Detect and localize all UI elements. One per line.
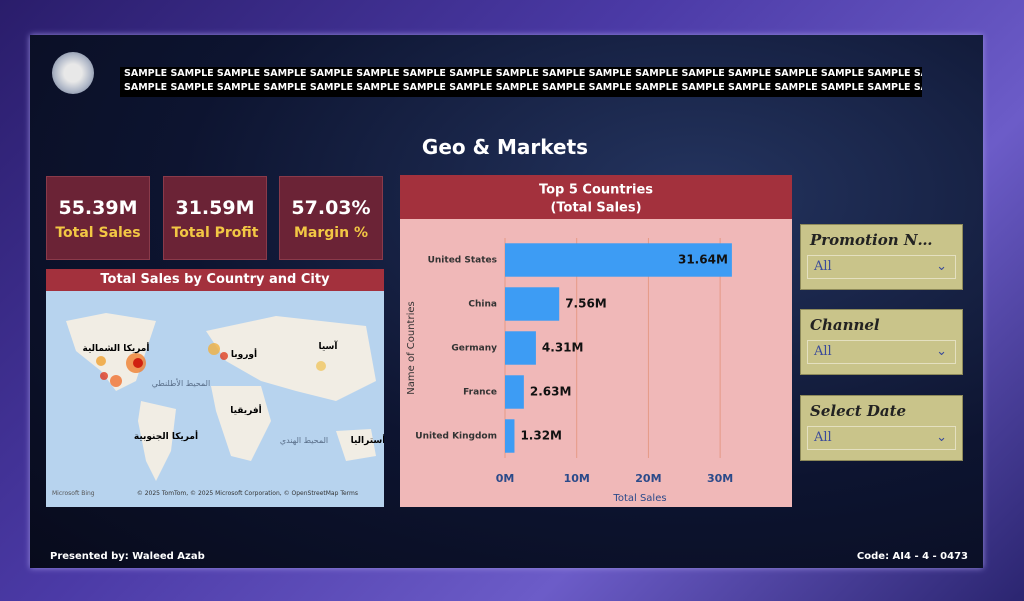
slicer-value: All [814, 344, 832, 359]
logo [52, 52, 94, 94]
kpi-value: 57.03% [291, 197, 371, 219]
chart-title: Top 5 Countries [539, 183, 653, 198]
land [206, 316, 376, 401]
map[interactable]: أمريكا الشمالية أوروبا آسيا المحيط الأطل… [46, 291, 384, 507]
map-place: أمريكا الجنوبية [134, 430, 198, 442]
map-attribution: © 2025 TomTom, © 2025 Microsoft Corporat… [137, 490, 358, 497]
banner-line: SAMPLE SAMPLE SAMPLE SAMPLE SAMPLE SAMPL… [124, 82, 922, 93]
x-tick-label: 20M [635, 472, 661, 485]
y-tick-label: United States [428, 256, 497, 266]
chart-header [400, 175, 792, 219]
banner: SAMPLE SAMPLE SAMPLE SAMPLE SAMPLE SAMPL… [120, 67, 922, 97]
y-tick-label: United Kingdom [415, 432, 497, 442]
chart-background [400, 175, 792, 507]
map-place: آسيا [319, 340, 339, 352]
slicer[interactable]: Select Date All ⌄ [800, 395, 963, 461]
y-tick-label: France [463, 388, 497, 398]
kpi-label: Total Sales [55, 225, 141, 241]
dropdown-arrow: ⌄ [936, 344, 947, 359]
slicer[interactable]: Channel All ⌄ [800, 309, 963, 375]
slicer-value: All [814, 430, 832, 445]
bar [505, 375, 524, 409]
chart-subtitle: (Total Sales) [550, 201, 641, 216]
map-place: المحيط الأطلنطي [152, 378, 210, 388]
kpi-card: 57.03% Margin % [279, 176, 383, 260]
bar [505, 243, 732, 277]
map-place: المحيط الهندي [280, 436, 328, 445]
y-tick-label: Germany [451, 344, 497, 354]
dropdown-arrow: ⌄ [936, 430, 947, 445]
y-tick-label: China [468, 300, 497, 310]
sales-hotspots [96, 343, 326, 387]
code: Code: AI4 - 4 - 0473 [856, 551, 968, 562]
x-axis-title: Total Sales [612, 493, 666, 504]
map-place: أستراليا [351, 434, 384, 446]
slicer-title: Channel [810, 316, 880, 334]
slicer-value: All [814, 259, 832, 274]
map-brand: Microsoft Bing [52, 490, 95, 497]
kpi-label: Total Profit [171, 225, 259, 241]
map-place: أمريكا الشمالية [83, 342, 150, 354]
map-place: أفريقيا [230, 404, 262, 416]
slicer-title: Select Date [810, 402, 907, 420]
land [336, 429, 376, 461]
kpi-label: Margin % [294, 225, 368, 241]
kpi-value: 31.59M [175, 197, 255, 219]
slicer-dropdown[interactable]: All ⌄ [807, 340, 956, 364]
y-axis-title: Name of Countries [406, 301, 417, 394]
map-title: Total Sales by Country and City [46, 269, 384, 291]
bar [505, 331, 536, 365]
slicer[interactable]: Promotion N… All ⌄ [800, 224, 963, 290]
map-place: أوروبا [231, 348, 257, 360]
land [138, 401, 176, 481]
slicer-title: Promotion N… [810, 231, 933, 249]
x-tick-label: 30M [707, 472, 733, 485]
slicer-dropdown[interactable]: All ⌄ [807, 426, 956, 450]
data-label: 2.63M [530, 385, 572, 399]
kpi-card: 55.39M Total Sales [46, 176, 150, 260]
x-tick-label: 0M [496, 472, 515, 485]
slicer-dropdown[interactable]: All ⌄ [807, 255, 956, 279]
bar [505, 287, 560, 321]
bar [505, 419, 515, 453]
kpi-value: 55.39M [58, 197, 138, 219]
land [211, 386, 271, 461]
presenter: Presented by: Waleed Azab [50, 551, 205, 562]
dropdown-arrow: ⌄ [936, 259, 947, 274]
data-label: 4.31M [542, 341, 584, 355]
data-label: 31.64M [678, 253, 728, 267]
x-tick-label: 10M [564, 472, 590, 485]
kpi-card: 31.59M Total Profit [163, 176, 267, 260]
page-title: Geo & Markets [421, 135, 589, 159]
bar-chart: Top 5 Countries (Total Sales) Name of Co… [400, 175, 792, 507]
data-label: 1.32M [520, 429, 562, 443]
data-label: 7.56M [565, 297, 607, 311]
banner-line: SAMPLE SAMPLE SAMPLE SAMPLE SAMPLE SAMPL… [124, 68, 922, 79]
